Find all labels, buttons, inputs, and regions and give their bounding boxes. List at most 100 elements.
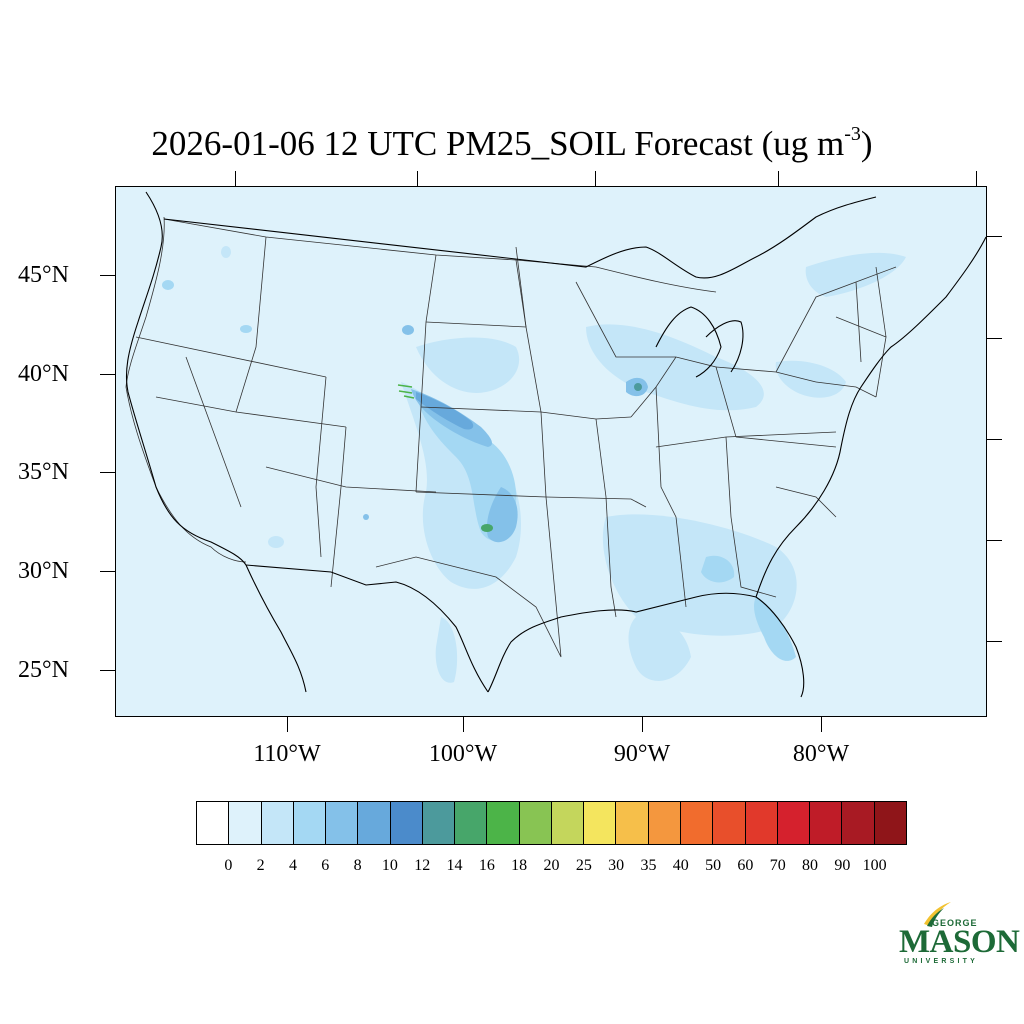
bottom-tick <box>463 717 464 732</box>
colorbar-box <box>616 802 649 844</box>
left-tick <box>100 571 115 572</box>
gulf-light <box>628 616 691 681</box>
colorbar-box <box>358 802 391 844</box>
arizona-spot <box>363 514 369 520</box>
colorbar-box <box>326 802 359 844</box>
top-tick <box>595 171 596 186</box>
colorbar-box <box>777 802 811 844</box>
colorbar-label: 10 <box>381 857 398 874</box>
map-panel <box>115 186 987 717</box>
top-tick <box>778 171 779 186</box>
colorbar-label: 90 <box>834 857 851 874</box>
lat-label-35n: 35°N <box>18 459 69 485</box>
colorbar-label: 2 <box>256 857 265 874</box>
colorbar-label: 50 <box>705 857 722 874</box>
colorbar-box <box>293 802 327 844</box>
plume-light-northern <box>416 337 520 393</box>
colorbar-label: 8 <box>353 857 362 874</box>
montana-spot <box>221 246 231 258</box>
colorbar-box <box>648 802 681 844</box>
colorbar-box <box>745 802 778 844</box>
lat-label-30n: 30°N <box>18 558 69 584</box>
chart-title: 2026-01-06 12 UTC PM25_SOIL Forecast (ug… <box>0 112 1024 166</box>
left-tick <box>100 374 115 375</box>
bottom-tick <box>821 717 822 732</box>
top-tick <box>417 171 418 186</box>
northeast-light <box>775 360 846 398</box>
colorbar-box <box>551 802 585 844</box>
colorbar-label: 6 <box>321 857 330 874</box>
coastlines <box>125 191 986 698</box>
colorbar-label: 0 <box>224 857 233 874</box>
left-tick <box>100 670 115 671</box>
colorbar-label: 18 <box>511 857 528 874</box>
lon-label-80w: 80°W <box>792 741 850 767</box>
title-main: 2026-01-06 12 UTC PM25_SOIL Forecast (ug… <box>151 124 845 163</box>
illinois-core <box>634 383 642 391</box>
lon-label-110w: 110°W <box>253 741 321 767</box>
colorbar-box <box>874 802 906 844</box>
colorbar-box <box>455 802 488 844</box>
southeast-light <box>602 514 797 636</box>
right-tick <box>987 439 1002 440</box>
top-tick <box>976 171 977 186</box>
plume-dark-core <box>416 392 474 430</box>
logo-mason: MASON <box>899 924 1020 960</box>
colorbar-label: 4 <box>288 857 297 874</box>
colorbar-box <box>713 802 746 844</box>
colorbar-box <box>422 802 456 844</box>
plume-mid-kansas <box>416 392 517 541</box>
mexico-light <box>435 617 458 683</box>
title-tail: ) <box>860 124 873 163</box>
right-tick <box>987 338 1002 339</box>
bottom-tick <box>642 717 643 732</box>
nevada-spot <box>268 536 284 548</box>
idaho-spot <box>240 325 252 333</box>
colorbar-label: 100 <box>862 857 887 874</box>
colorbar-label: 70 <box>769 857 786 874</box>
wyoming-spot <box>402 325 414 335</box>
colorbar-box <box>680 802 714 844</box>
right-tick <box>987 236 1002 237</box>
lon-label-100w: 100°W <box>428 741 498 767</box>
plume-green-origin <box>397 384 415 399</box>
colorbar-box <box>810 802 843 844</box>
colorbar-label: 80 <box>802 857 819 874</box>
colorbar-box <box>842 802 875 844</box>
left-tick <box>100 275 115 276</box>
logo-university: UNIVERSITY <box>904 958 979 965</box>
plume-oklahoma <box>486 487 518 543</box>
lon-label-90w: 90°W <box>613 741 671 767</box>
right-tick <box>987 540 1002 541</box>
colorbar-box <box>229 802 262 844</box>
colorbar-box <box>519 802 552 844</box>
florida-light <box>753 597 796 661</box>
lat-label-40n: 40°N <box>18 361 69 387</box>
gmu-logo: GEORGE MASON UNIVERSITY <box>896 896 1020 976</box>
state-boundaries <box>125 216 897 658</box>
colorbar-box <box>584 802 617 844</box>
colorbar-label: 60 <box>737 857 754 874</box>
oregon-spot <box>162 280 174 290</box>
conus-map <box>125 191 986 698</box>
logo-george: GEORGE <box>932 918 978 928</box>
colorbar <box>196 801 907 845</box>
concentration-field <box>162 246 906 683</box>
top-tick <box>235 171 236 186</box>
logo-swoosh-icon <box>924 902 951 927</box>
colorbar-label: 30 <box>608 857 625 874</box>
plume-green-spot <box>481 524 493 532</box>
colorbar-box <box>197 802 230 844</box>
right-tick <box>987 641 1002 642</box>
colorbar-label: 35 <box>640 857 657 874</box>
title-superscript: -3 <box>844 123 861 145</box>
bottom-tick <box>287 717 288 732</box>
lat-label-25n: 25°N <box>18 657 69 683</box>
colorbar-label: 40 <box>672 857 689 874</box>
colorbar-box <box>261 802 294 844</box>
left-tick <box>100 472 115 473</box>
colorbar-label: 12 <box>414 857 431 874</box>
midwest-light <box>586 324 764 411</box>
georgia-spot <box>701 555 735 583</box>
colorbar-label: 16 <box>478 857 495 874</box>
